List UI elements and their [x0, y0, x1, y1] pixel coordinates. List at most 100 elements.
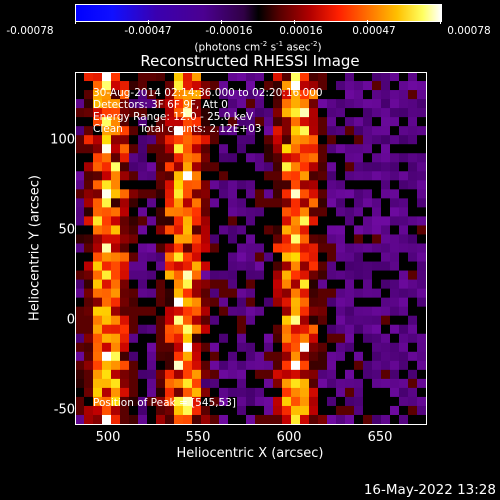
image-pixel [336, 135, 346, 145]
image-pixel [219, 351, 229, 362]
image-pixel [246, 279, 256, 290]
image-pixel [75, 387, 85, 398]
info-time-range: 30-Aug-2014 02:14:36.000 to 02:20:16.000 [93, 87, 323, 99]
image-pixel [282, 171, 292, 181]
image-pixel [363, 153, 373, 163]
image-pixel [192, 414, 202, 424]
image-pixel [165, 288, 175, 299]
image-pixel [255, 333, 265, 344]
image-pixel [183, 72, 193, 82]
image-pixel [75, 324, 85, 335]
image-pixel [291, 72, 301, 82]
image-pixel [336, 225, 346, 236]
image-pixel [399, 405, 409, 416]
image-pixel [120, 162, 130, 172]
image-pixel [273, 288, 283, 299]
image-pixel [363, 414, 373, 424]
image-pixel [300, 81, 310, 91]
image-pixel [327, 342, 337, 353]
image-pixel [390, 171, 400, 181]
image-pixel [201, 387, 211, 398]
image-pixel [129, 315, 139, 326]
x-axis-label: Heliocentric X (arcsec) [176, 446, 324, 461]
image-pixel [291, 126, 301, 136]
image-pixel [246, 99, 256, 109]
image-pixel [408, 99, 418, 109]
image-pixel [102, 360, 112, 371]
image-pixel [219, 207, 229, 218]
image-pixel [291, 99, 301, 109]
image-pixel [183, 99, 193, 109]
image-pixel [399, 369, 409, 380]
image-pixel [327, 333, 337, 344]
image-pixel [282, 126, 292, 136]
image-pixel [210, 243, 220, 254]
image-pixel [309, 180, 319, 190]
image-pixel [165, 153, 175, 163]
image-pixel [156, 297, 166, 308]
image-pixel [372, 198, 382, 208]
image-pixel [192, 360, 202, 371]
image-pixel [390, 153, 400, 163]
image-pixel [84, 90, 94, 100]
image-pixel [291, 198, 301, 208]
image-pixel [120, 396, 130, 407]
image-pixel [120, 90, 130, 100]
image-pixel [246, 126, 256, 136]
image-pixel [192, 378, 202, 389]
image-pixel [264, 126, 274, 136]
image-pixel [192, 162, 202, 172]
image-pixel [408, 306, 418, 317]
image-pixel [111, 135, 121, 145]
image-pixel [228, 279, 238, 290]
image-pixel [291, 81, 301, 91]
image-pixel [93, 270, 103, 281]
image-pixel [93, 135, 103, 145]
image-pixel [372, 144, 382, 154]
image-pixel [345, 180, 355, 190]
image-pixel [228, 270, 238, 281]
image-pixel [408, 351, 418, 362]
image-pixel [363, 144, 373, 154]
image-pixel [390, 99, 400, 109]
image-pixel [210, 198, 220, 208]
image-pixel [372, 126, 382, 136]
image-pixel [156, 108, 166, 118]
image-pixel [345, 306, 355, 317]
image-pixel [381, 306, 391, 317]
image-pixel [138, 189, 148, 199]
image-pixel [318, 72, 328, 82]
image-pixel [372, 243, 382, 254]
image-pixel [111, 396, 121, 407]
image-pixel [390, 225, 400, 236]
image-pixel [264, 342, 274, 353]
image-pixel [300, 162, 310, 172]
image-pixel [138, 207, 148, 218]
image-pixel [210, 180, 220, 190]
image-pixel [381, 99, 391, 109]
image-pixel [273, 225, 283, 236]
image-pixel [309, 225, 319, 236]
image-pixel [327, 252, 337, 263]
image-pixel [201, 378, 211, 389]
image-pixel [219, 198, 229, 208]
image-pixel [363, 342, 373, 353]
info-clean-counts: Clean Total counts: 2.12E+03 [93, 123, 262, 135]
image-pixel [93, 333, 103, 344]
image-pixel [165, 279, 175, 290]
image-pixel [237, 243, 247, 254]
image-pixel [228, 324, 238, 335]
image-pixel [264, 234, 274, 245]
image-pixel [228, 342, 238, 353]
image-pixel [309, 153, 319, 163]
image-pixel [408, 198, 418, 208]
image-pixel [417, 126, 426, 136]
image-pixel [417, 351, 426, 362]
image-pixel [336, 324, 346, 335]
image-pixel [318, 126, 328, 136]
image-pixel [399, 126, 409, 136]
image-pixel [336, 198, 346, 208]
image-pixel [309, 270, 319, 281]
image-pixel [282, 189, 292, 199]
image-pixel [219, 297, 229, 308]
